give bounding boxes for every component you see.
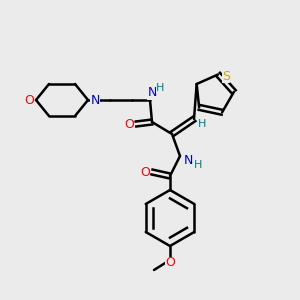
Text: O: O <box>24 94 34 106</box>
Text: H: H <box>156 83 164 93</box>
Text: H: H <box>198 119 206 129</box>
Text: N: N <box>147 86 157 100</box>
Text: N: N <box>183 154 193 166</box>
Text: O: O <box>124 118 134 130</box>
Text: H: H <box>194 160 202 170</box>
Text: N: N <box>90 94 100 106</box>
Text: O: O <box>165 256 175 269</box>
Text: S: S <box>222 70 230 83</box>
Text: O: O <box>140 166 150 178</box>
